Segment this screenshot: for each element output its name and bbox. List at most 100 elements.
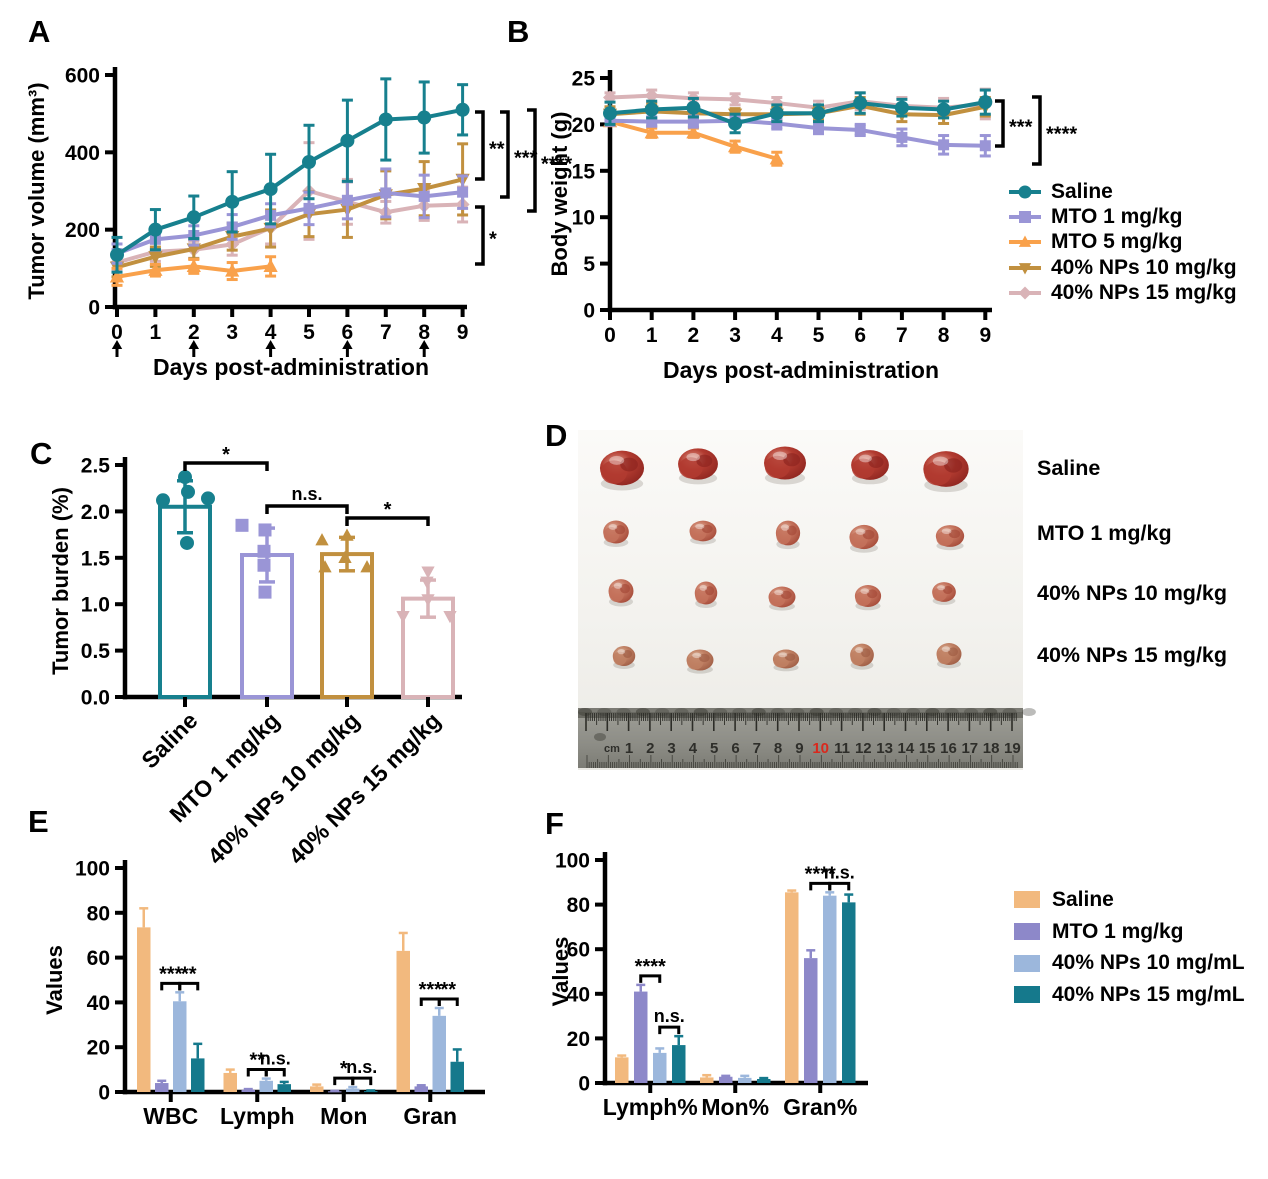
marker-circle-icon <box>263 182 278 197</box>
y-tick-label: 0 <box>578 1073 590 1096</box>
nps10-swatch-icon <box>1014 954 1040 972</box>
tumor-specimen <box>923 451 969 493</box>
x-tick-label: 1 <box>150 321 162 344</box>
significance-label: * <box>384 499 392 521</box>
legend-label: 40% NPs 10 mg/mL <box>1052 951 1245 975</box>
ruler-number: 12 <box>855 740 872 757</box>
significance-bracket <box>475 110 485 181</box>
marker-square-icon <box>303 202 315 214</box>
tumor-highlight <box>941 528 952 535</box>
x-axis-title: Days post-administration <box>663 357 939 383</box>
y-tick-label: 80 <box>87 902 110 925</box>
x-tick-label: 3 <box>226 321 238 344</box>
significance-bracket <box>183 461 269 471</box>
y-tick-label: 200 <box>65 219 100 242</box>
y-tick-label: 15 <box>572 160 596 183</box>
x-tick-label: 5 <box>813 324 825 347</box>
bar <box>155 1083 169 1092</box>
panel-e-label: E <box>28 804 49 839</box>
nps10-line-marker-icon <box>1008 258 1042 278</box>
bar <box>634 991 648 1083</box>
significance-label: **** <box>635 956 666 978</box>
ruler-smudge <box>1002 708 1017 716</box>
significance-label: *** <box>514 148 538 170</box>
tumor-volume-line-chart: 0 200 400 600 0 1 2 3 4 5 6 7 8 9 Tumor volume (mm³) Da… <box>24 65 572 381</box>
photo-row-label-mto1: MTO 1 mg/kg <box>1037 521 1172 545</box>
tumor-patch <box>783 453 801 467</box>
dose-arrow-icon <box>419 340 430 349</box>
tumor-highlight <box>686 453 700 462</box>
mto1-line-marker-icon <box>1008 207 1042 227</box>
y-tick-label: 60 <box>567 939 590 962</box>
chart-b-legend: Saline MTO 1 mg/kg MTO 5 mg/kg 40% NPs 1… <box>1008 179 1237 306</box>
tumor-specimen <box>603 520 629 547</box>
significance-bracket <box>475 205 485 266</box>
y-tick-label: 40 <box>87 992 110 1015</box>
legend-item-saline: Saline <box>1008 179 1237 204</box>
tumor-patch <box>614 525 626 535</box>
tumor-patch <box>861 648 871 658</box>
marker-triangle-icon <box>318 560 332 573</box>
tumor-specimen <box>935 525 965 551</box>
bar <box>137 927 151 1092</box>
significance-label: * <box>222 444 230 466</box>
y-tick-label: 60 <box>87 947 110 970</box>
significance-label: n.s. <box>654 1006 685 1026</box>
significance-label: n.s. <box>824 862 855 882</box>
x-tick-label: 9 <box>979 324 991 347</box>
marker-diamond-icon <box>1018 286 1032 300</box>
y-tick-label: 100 <box>75 858 110 881</box>
ruler-edge <box>578 708 1023 718</box>
marker-square-icon <box>854 124 866 136</box>
tumor-highlight <box>855 528 866 535</box>
panel-a-label: A <box>28 14 51 49</box>
marker-triangle-down-icon <box>396 611 410 624</box>
significance-label: **** <box>805 863 836 885</box>
bar <box>310 1086 324 1092</box>
series-line <box>115 189 465 265</box>
marker-triangle-down-icon <box>421 566 435 579</box>
significance-bracket <box>345 516 430 526</box>
ruler-number: 2 <box>646 740 654 757</box>
dose-arrow-icon <box>111 340 123 349</box>
tumor-patch <box>623 650 633 658</box>
ruler-number: 8 <box>774 740 782 757</box>
marker-circle-icon <box>186 210 201 225</box>
ruler-number: 6 <box>731 740 739 757</box>
legend-label: Saline <box>1052 887 1114 911</box>
tumor-highlight <box>695 523 705 530</box>
bar <box>738 1077 752 1083</box>
nps15-line-marker-icon <box>1008 283 1042 303</box>
tumor-patch <box>943 586 953 594</box>
ruler-number: 1 <box>625 740 633 757</box>
significance-label: **** <box>541 154 572 176</box>
significance-label: **** <box>1046 124 1077 146</box>
tumor-patch <box>620 457 638 472</box>
series-line <box>115 190 465 256</box>
x-tick-label: 7 <box>380 321 392 344</box>
ruler-number: 13 <box>876 740 893 757</box>
marker-circle-icon <box>894 100 909 115</box>
y-tick-label: 2.5 <box>81 455 111 478</box>
tumor-specimen <box>932 582 956 605</box>
tumor-patch <box>948 647 958 657</box>
y-tick-label: 5 <box>583 253 595 276</box>
y-tick-label: 20 <box>572 114 595 137</box>
marker-square-icon <box>646 116 658 128</box>
tumor-patch <box>701 524 713 534</box>
panel-b-label: B <box>507 14 530 49</box>
ruler-hole <box>594 733 606 741</box>
significance-label: * <box>340 1058 348 1080</box>
legend-item-nps10: 40% NPs 10 mg/kg <box>1008 255 1237 280</box>
series-line <box>115 107 465 257</box>
y-axis-title: Values <box>548 937 573 1007</box>
marker-diamond-icon <box>728 92 743 107</box>
y-tick-label: 25 <box>572 68 596 91</box>
photo-row-label-nps10: 40% NPs 10 mg/kg <box>1037 581 1228 605</box>
legend-item-mto1: MTO 1 mg/kg <box>1008 204 1237 229</box>
significance-label: *** <box>159 963 183 985</box>
tumor-patch <box>620 583 630 594</box>
tumor-highlight <box>860 588 870 595</box>
